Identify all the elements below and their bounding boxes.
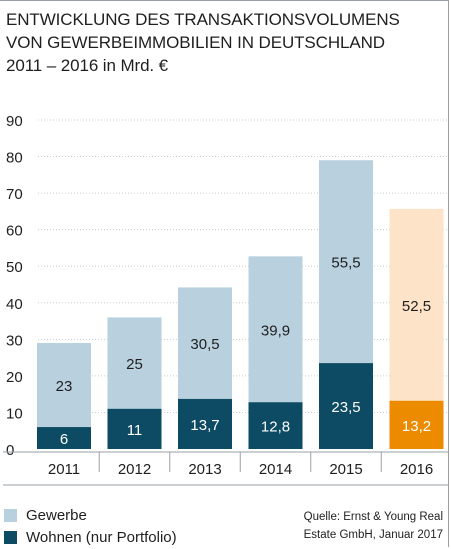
bar-labels: 6 23 11 25 13,7 30,5 12,8 39,9 23,5 55,5 13,2 52,5 (56, 255, 431, 448)
bar-wohnen-2014 (248, 402, 303, 449)
bar-wohnen-2016 (389, 400, 444, 449)
source-note: Quelle: Ernst & Young Real Estate GmbH, … (304, 508, 443, 544)
chart-title: ENTWICKLUNG DES TRANSAKTIONSVOLUMENS VON… (6, 8, 400, 77)
y-tick-label: 30 (6, 332, 23, 349)
bar-wohnen-2015 (319, 363, 373, 449)
x-tick-label-2015: 2015 (329, 461, 362, 478)
bar-label-gewerbe-2015: 55,5 (331, 255, 360, 272)
bar-label-gewerbe-2016: 52,5 (402, 298, 431, 315)
legend-label-gewerbe: Gewerbe (26, 507, 87, 524)
stacked-bar-chart: 0 10 20 30 40 50 60 70 80 90 6 23 11 25 13,7 30,5 12,8 3… (3, 113, 449, 486)
bar-label-wohnen-2013: 13,7 (190, 417, 219, 434)
bar-wohnen-2012 (107, 408, 162, 449)
bar-label-wohnen-2012: 11 (127, 422, 143, 439)
bar-label-gewerbe-2014: 39,9 (261, 322, 290, 339)
bar-label-wohnen-2015: 23,5 (331, 399, 360, 416)
x-tick-label-2013: 2013 (188, 461, 221, 478)
bar-gewerbe-2014 (248, 256, 303, 403)
bar-label-gewerbe-2011: 23 (56, 378, 73, 395)
chart-subtitle: 2011 – 2016 in Mrd. € (6, 56, 169, 75)
bar-gewerbe-2016 (389, 208, 444, 401)
y-tick-label: 20 (6, 369, 23, 386)
bars (37, 160, 444, 449)
bar-wohnen-2011 (37, 427, 91, 449)
bar-gewerbe-2012 (107, 317, 162, 409)
bar-label-wohnen-2011: 6 (60, 431, 68, 448)
y-tick-label: 10 (6, 405, 23, 422)
source-line-2: Estate GmbH, Januar 2017 (303, 529, 443, 541)
x-tick-label-2011: 2011 (48, 461, 80, 478)
y-tick-label: 70 (6, 186, 23, 203)
y-tick-label: 90 (6, 113, 23, 130)
y-axis-ticks: 0 10 20 30 40 50 60 70 80 90 (6, 113, 23, 459)
legend-swatch-wohnen (4, 531, 17, 544)
gridlines (38, 119, 449, 413)
bar-gewerbe-2015 (319, 160, 373, 364)
x-tick-label-2016: 2016 (400, 461, 433, 478)
chart-title-line-1: ENTWICKLUNG DES TRANSAKTIONSVOLUMENS (6, 10, 400, 29)
x-axis: 2011 2012 2013 2014 2015 2016 (3, 451, 449, 486)
bar-label-wohnen-2014: 12,8 (261, 419, 290, 436)
bar-gewerbe-2013 (178, 287, 232, 399)
x-tick-label-2012: 2012 (118, 461, 151, 478)
bar-label-gewerbe-2013: 30,5 (190, 336, 219, 353)
bar-gewerbe-2011 (37, 342, 91, 428)
legend-label-wohnen: Wohnen (nur Portfolio) (26, 529, 177, 546)
y-tick-label: 80 (6, 150, 23, 167)
bar-label-gewerbe-2012: 25 (126, 356, 143, 373)
y-tick-label: 0 (6, 442, 14, 459)
legend-swatch-gewerbe (4, 509, 17, 522)
x-tick-label-2014: 2014 (259, 461, 292, 478)
chart-title-line-2: VON GEWERBEIMMOBILIEN IN DEUTSCHLAND (6, 33, 385, 52)
source-line-1: Quelle: Ernst & Young Real (303, 511, 443, 523)
y-tick-label: 50 (6, 259, 23, 276)
bar-label-wohnen-2016: 13,2 (402, 418, 431, 435)
y-tick-label: 60 (6, 223, 23, 240)
bar-wohnen-2013 (178, 398, 232, 449)
y-tick-label: 40 (6, 296, 23, 313)
